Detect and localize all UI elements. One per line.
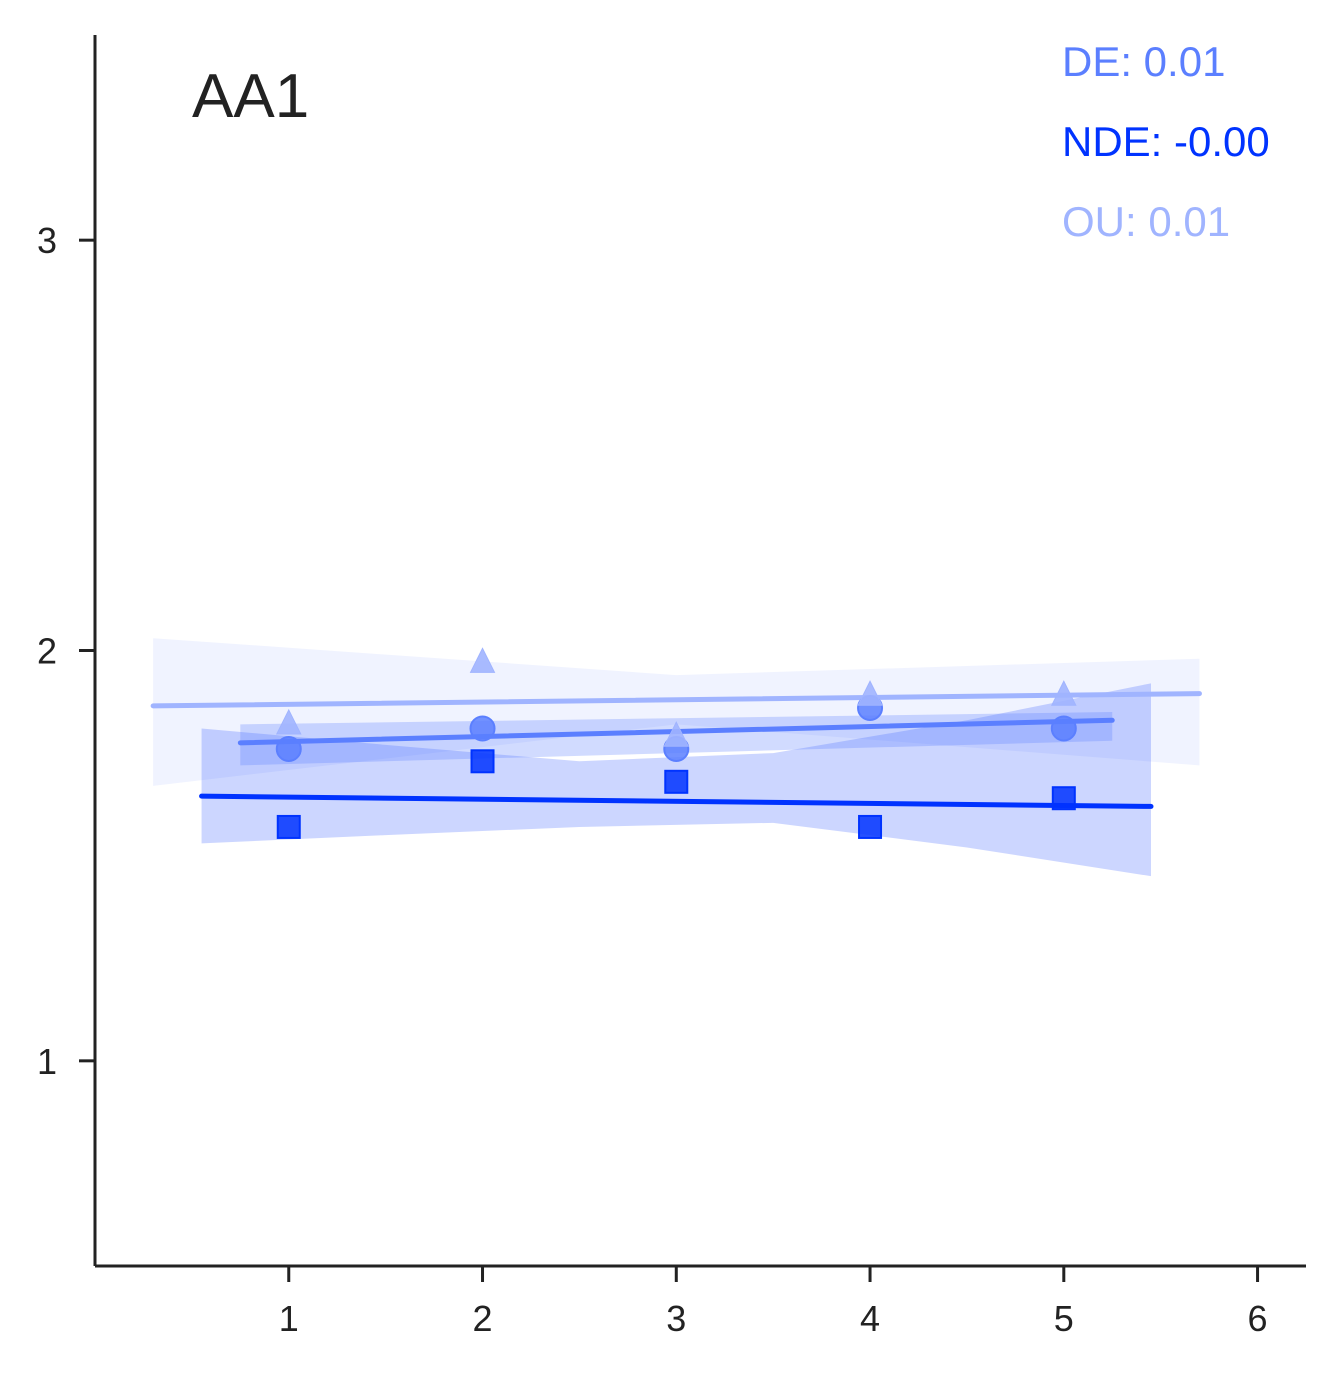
data-points (275, 647, 1077, 839)
point-de-5 (1050, 715, 1077, 742)
x-tick-label-3: 3 (666, 1298, 686, 1339)
annotations: DE: 0.01 NDE: -0.00 OU: 0.01 (1062, 38, 1270, 245)
point-nde-3 (664, 769, 689, 794)
point-ou-1 (275, 708, 302, 735)
point-de-2 (469, 715, 496, 742)
y-tick-label-1: 1 (37, 1041, 57, 1082)
x-tick-label-1: 1 (279, 1298, 299, 1339)
point-nde-1 (276, 814, 301, 839)
annotation-nde: NDE: -0.00 (1062, 118, 1270, 165)
x-tick-label-4: 4 (860, 1298, 880, 1339)
point-ou-5 (1050, 680, 1077, 706)
y-tick-label-2: 2 (37, 631, 57, 672)
annotation-ou: OU: 0.01 (1062, 198, 1230, 245)
x-tick-label-6: 6 (1248, 1298, 1268, 1339)
point-nde-5 (1051, 786, 1076, 811)
y-tick-label-3: 3 (37, 220, 57, 261)
point-ou-3 (663, 721, 690, 747)
annotation-de: DE: 0.01 (1062, 38, 1225, 85)
axis-ticks: 1 2 3 4 5 6 1 2 3 (37, 220, 1268, 1339)
panel-title: AA1 (192, 62, 309, 131)
fit-line-ou (150, 691, 1202, 709)
point-ou-4 (857, 680, 883, 706)
point-nde-4 (858, 814, 883, 839)
band-ou (153, 638, 1200, 786)
point-ou-2 (469, 647, 496, 673)
point-nde-2 (470, 749, 495, 774)
point-de-1 (275, 735, 302, 762)
fit-line-nde (199, 793, 1154, 809)
x-tick-label-5: 5 (1054, 1298, 1074, 1339)
x-tick-label-2: 2 (473, 1298, 493, 1339)
